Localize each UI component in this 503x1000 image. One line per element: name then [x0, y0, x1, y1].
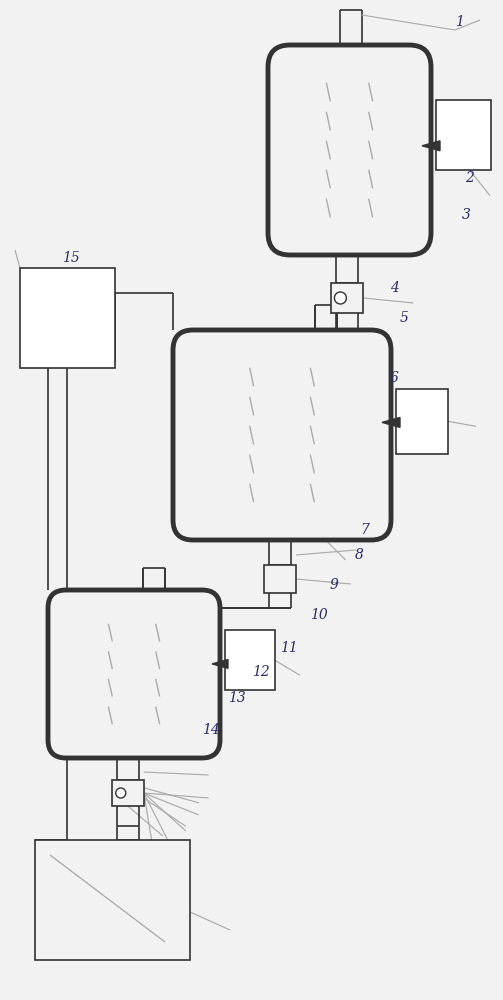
Bar [436, 100, 491, 170]
FancyBboxPatch shape [268, 45, 431, 255]
Polygon shape [212, 660, 228, 668]
Circle shape [334, 292, 347, 304]
Bar [112, 780, 144, 806]
Text: 4: 4 [390, 281, 399, 295]
Text: 7: 7 [360, 523, 369, 537]
Bar [35, 840, 190, 960]
Text: 9: 9 [330, 578, 339, 592]
Bar [264, 565, 296, 593]
FancyBboxPatch shape [173, 330, 391, 540]
Text: 14: 14 [202, 723, 220, 737]
Text: 13: 13 [228, 691, 246, 705]
Text: 5: 5 [400, 311, 409, 325]
Text: 1: 1 [455, 15, 464, 29]
Bar [225, 630, 275, 690]
Circle shape [116, 788, 126, 798]
Polygon shape [422, 141, 440, 151]
Bar [20, 268, 115, 368]
Text: 12: 12 [252, 665, 270, 679]
Text: 6: 6 [390, 371, 399, 385]
Text: 8: 8 [355, 548, 364, 562]
Bar [396, 389, 448, 454]
Text: 3: 3 [462, 208, 471, 222]
FancyBboxPatch shape [48, 590, 220, 758]
Text: 2: 2 [465, 171, 474, 185]
Text: 10: 10 [310, 608, 328, 622]
Text: 15: 15 [62, 251, 80, 265]
Polygon shape [382, 417, 400, 427]
Bar [331, 283, 364, 313]
Text: 11: 11 [280, 641, 298, 655]
